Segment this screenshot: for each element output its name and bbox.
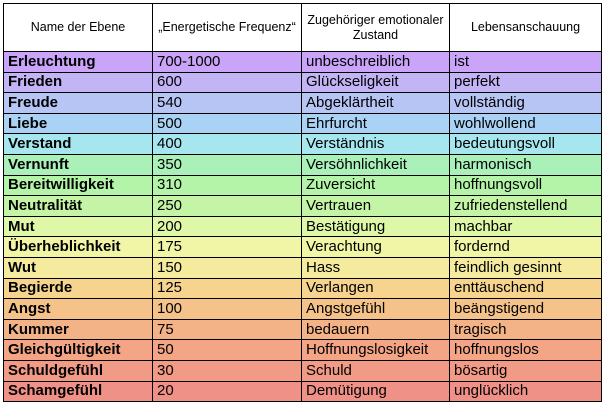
emotional-state-cell: Bestätigung	[301, 215, 450, 238]
header-frequency: „Energetische Frequenz“	[152, 3, 302, 52]
table-header: Name der Ebene „Energetische Frequenz“ Z…	[3, 3, 602, 52]
frequency-cell: 75	[152, 318, 302, 341]
frequency-cell: 20	[152, 380, 302, 403]
table-row: Frieden 600 Glückseligkeit perfekt	[3, 71, 602, 94]
table-row: Erleuchtung 700-1000 unbeschreiblich ist	[3, 51, 602, 73]
table-row: Schuldgefühl 30 Schuld bösartig	[3, 359, 602, 382]
frequency-cell: 175	[152, 236, 302, 258]
table-row: Mut 200 Bestätigung machbar	[3, 215, 602, 238]
level-name-cell: Freude	[3, 92, 153, 114]
frequency-cell: 150	[152, 256, 302, 279]
level-name-cell: Frieden	[3, 71, 153, 94]
emotional-state-cell: Verlangen	[301, 277, 450, 300]
frequency-cell: 700-1000	[152, 51, 302, 73]
level-name-cell: Angst	[3, 298, 153, 320]
table-row: Kummer 75 bedauern tragisch	[3, 318, 602, 341]
frequency-cell: 310	[152, 174, 302, 197]
level-name-cell: Neutralität	[3, 195, 153, 217]
emotional-state-cell: Ehrfurcht	[301, 112, 450, 135]
life-view-cell: harmonisch	[449, 153, 602, 176]
table-row: Freude 540 Abgeklärtheit vollständig	[3, 92, 602, 114]
emotional-state-cell: Schuld	[301, 359, 450, 382]
life-view-cell: hoffnungsvoll	[449, 174, 602, 197]
table-row: Vernunft 350 Versöhnlichkeit harmonisch	[3, 153, 602, 176]
life-view-cell: ist	[449, 51, 602, 73]
header-emotional-state: Zugehöriger emotionaler Zustand	[301, 3, 450, 52]
level-name-cell: Schuldgefühl	[3, 359, 153, 382]
life-view-cell: feindlich gesinnt	[449, 256, 602, 279]
frequency-cell: 540	[152, 92, 302, 114]
table-row: Angst 100 Angstgefühl beängstigend	[3, 298, 602, 320]
emotional-state-cell: Zuversicht	[301, 174, 450, 197]
table-row: Wut 150 Hass feindlich gesinnt	[3, 256, 602, 279]
life-view-cell: tragisch	[449, 318, 602, 341]
level-name-cell: Vernunft	[3, 153, 153, 176]
frequency-cell: 350	[152, 153, 302, 176]
header-level-name: Name der Ebene	[3, 3, 153, 52]
emotional-state-cell: Demütigung	[301, 380, 450, 403]
table-row: Liebe 500 Ehrfurcht wohlwollend	[3, 112, 602, 135]
level-name-cell: Kummer	[3, 318, 153, 341]
emotional-state-cell: bedauern	[301, 318, 450, 341]
frequency-cell: 30	[152, 359, 302, 382]
life-view-cell: wohlwollend	[449, 112, 602, 135]
frequency-cell: 200	[152, 215, 302, 238]
table-row: Neutralität 250 Vertrauen zufriedenstellend	[3, 195, 602, 217]
table-row: Bereitwilligkeit 310 Zuversicht hoffnungsvo…	[3, 174, 602, 197]
frequency-cell: 125	[152, 277, 302, 300]
level-name-cell: Wut	[3, 256, 153, 279]
emotional-state-cell: Verständnis	[301, 133, 450, 155]
life-view-cell: beängstigend	[449, 298, 602, 320]
level-name-cell: Schamgefühl	[3, 380, 153, 403]
life-view-cell: bedeutungsvoll	[449, 133, 602, 155]
emotional-state-cell: Abgeklärtheit	[301, 92, 450, 114]
life-view-cell: unglücklich	[449, 380, 602, 403]
emotional-state-cell: Vertrauen	[301, 195, 450, 217]
emotional-state-cell: Glückseligkeit	[301, 71, 450, 94]
life-view-cell: fordernd	[449, 236, 602, 258]
life-view-cell: vollständig	[449, 92, 602, 114]
level-name-cell: Mut	[3, 215, 153, 238]
consciousness-levels-table-frame: Name der Ebene „Energetische Frequenz“ Z…	[3, 3, 602, 403]
emotional-state-cell: Hass	[301, 256, 450, 279]
emotional-state-cell: Verachtung	[301, 236, 450, 258]
level-name-cell: Gleichgültigkeit	[3, 339, 153, 361]
level-name-cell: Überheblichkeit	[3, 236, 153, 258]
emotional-state-cell: unbeschreiblich	[301, 51, 450, 73]
emotional-state-cell: Versöhnlichkeit	[301, 153, 450, 176]
table-row: Verstand 400 Verständnis bedeutungsvoll	[3, 133, 602, 155]
emotional-state-cell: Hoffnungslosigkeit	[301, 339, 450, 361]
table-body: Erleuchtung 700-1000 unbeschreiblich ist Fri…	[3, 51, 602, 403]
table-row: Gleichgültigkeit 50 Hoffnungslosigkeit hoff…	[3, 339, 602, 361]
frequency-cell: 500	[152, 112, 302, 135]
level-name-cell: Begierde	[3, 277, 153, 300]
table-row: Schamgefühl 20 Demütigung unglücklich	[3, 380, 602, 403]
header-life-view: Lebensanschauung	[449, 3, 602, 52]
level-name-cell: Bereitwilligkeit	[3, 174, 153, 197]
life-view-cell: hoffnungslos	[449, 339, 602, 361]
consciousness-levels-table: Name der Ebene „Energetische Frequenz“ Z…	[3, 3, 602, 403]
frequency-cell: 100	[152, 298, 302, 320]
frequency-cell: 250	[152, 195, 302, 217]
header-row: Name der Ebene „Energetische Frequenz“ Z…	[3, 3, 602, 52]
frequency-cell: 50	[152, 339, 302, 361]
level-name-cell: Erleuchtung	[3, 51, 153, 73]
frequency-cell: 600	[152, 71, 302, 94]
life-view-cell: machbar	[449, 215, 602, 238]
table-row: Begierde 125 Verlangen enttäuschend	[3, 277, 602, 300]
table-row: Überheblichkeit 175 Verachtung fordernd	[3, 236, 602, 258]
life-view-cell: zufriedenstellend	[449, 195, 602, 217]
life-view-cell: perfekt	[449, 71, 602, 94]
life-view-cell: enttäuschend	[449, 277, 602, 300]
level-name-cell: Verstand	[3, 133, 153, 155]
frequency-cell: 400	[152, 133, 302, 155]
level-name-cell: Liebe	[3, 112, 153, 135]
emotional-state-cell: Angstgefühl	[301, 298, 450, 320]
life-view-cell: bösartig	[449, 359, 602, 382]
